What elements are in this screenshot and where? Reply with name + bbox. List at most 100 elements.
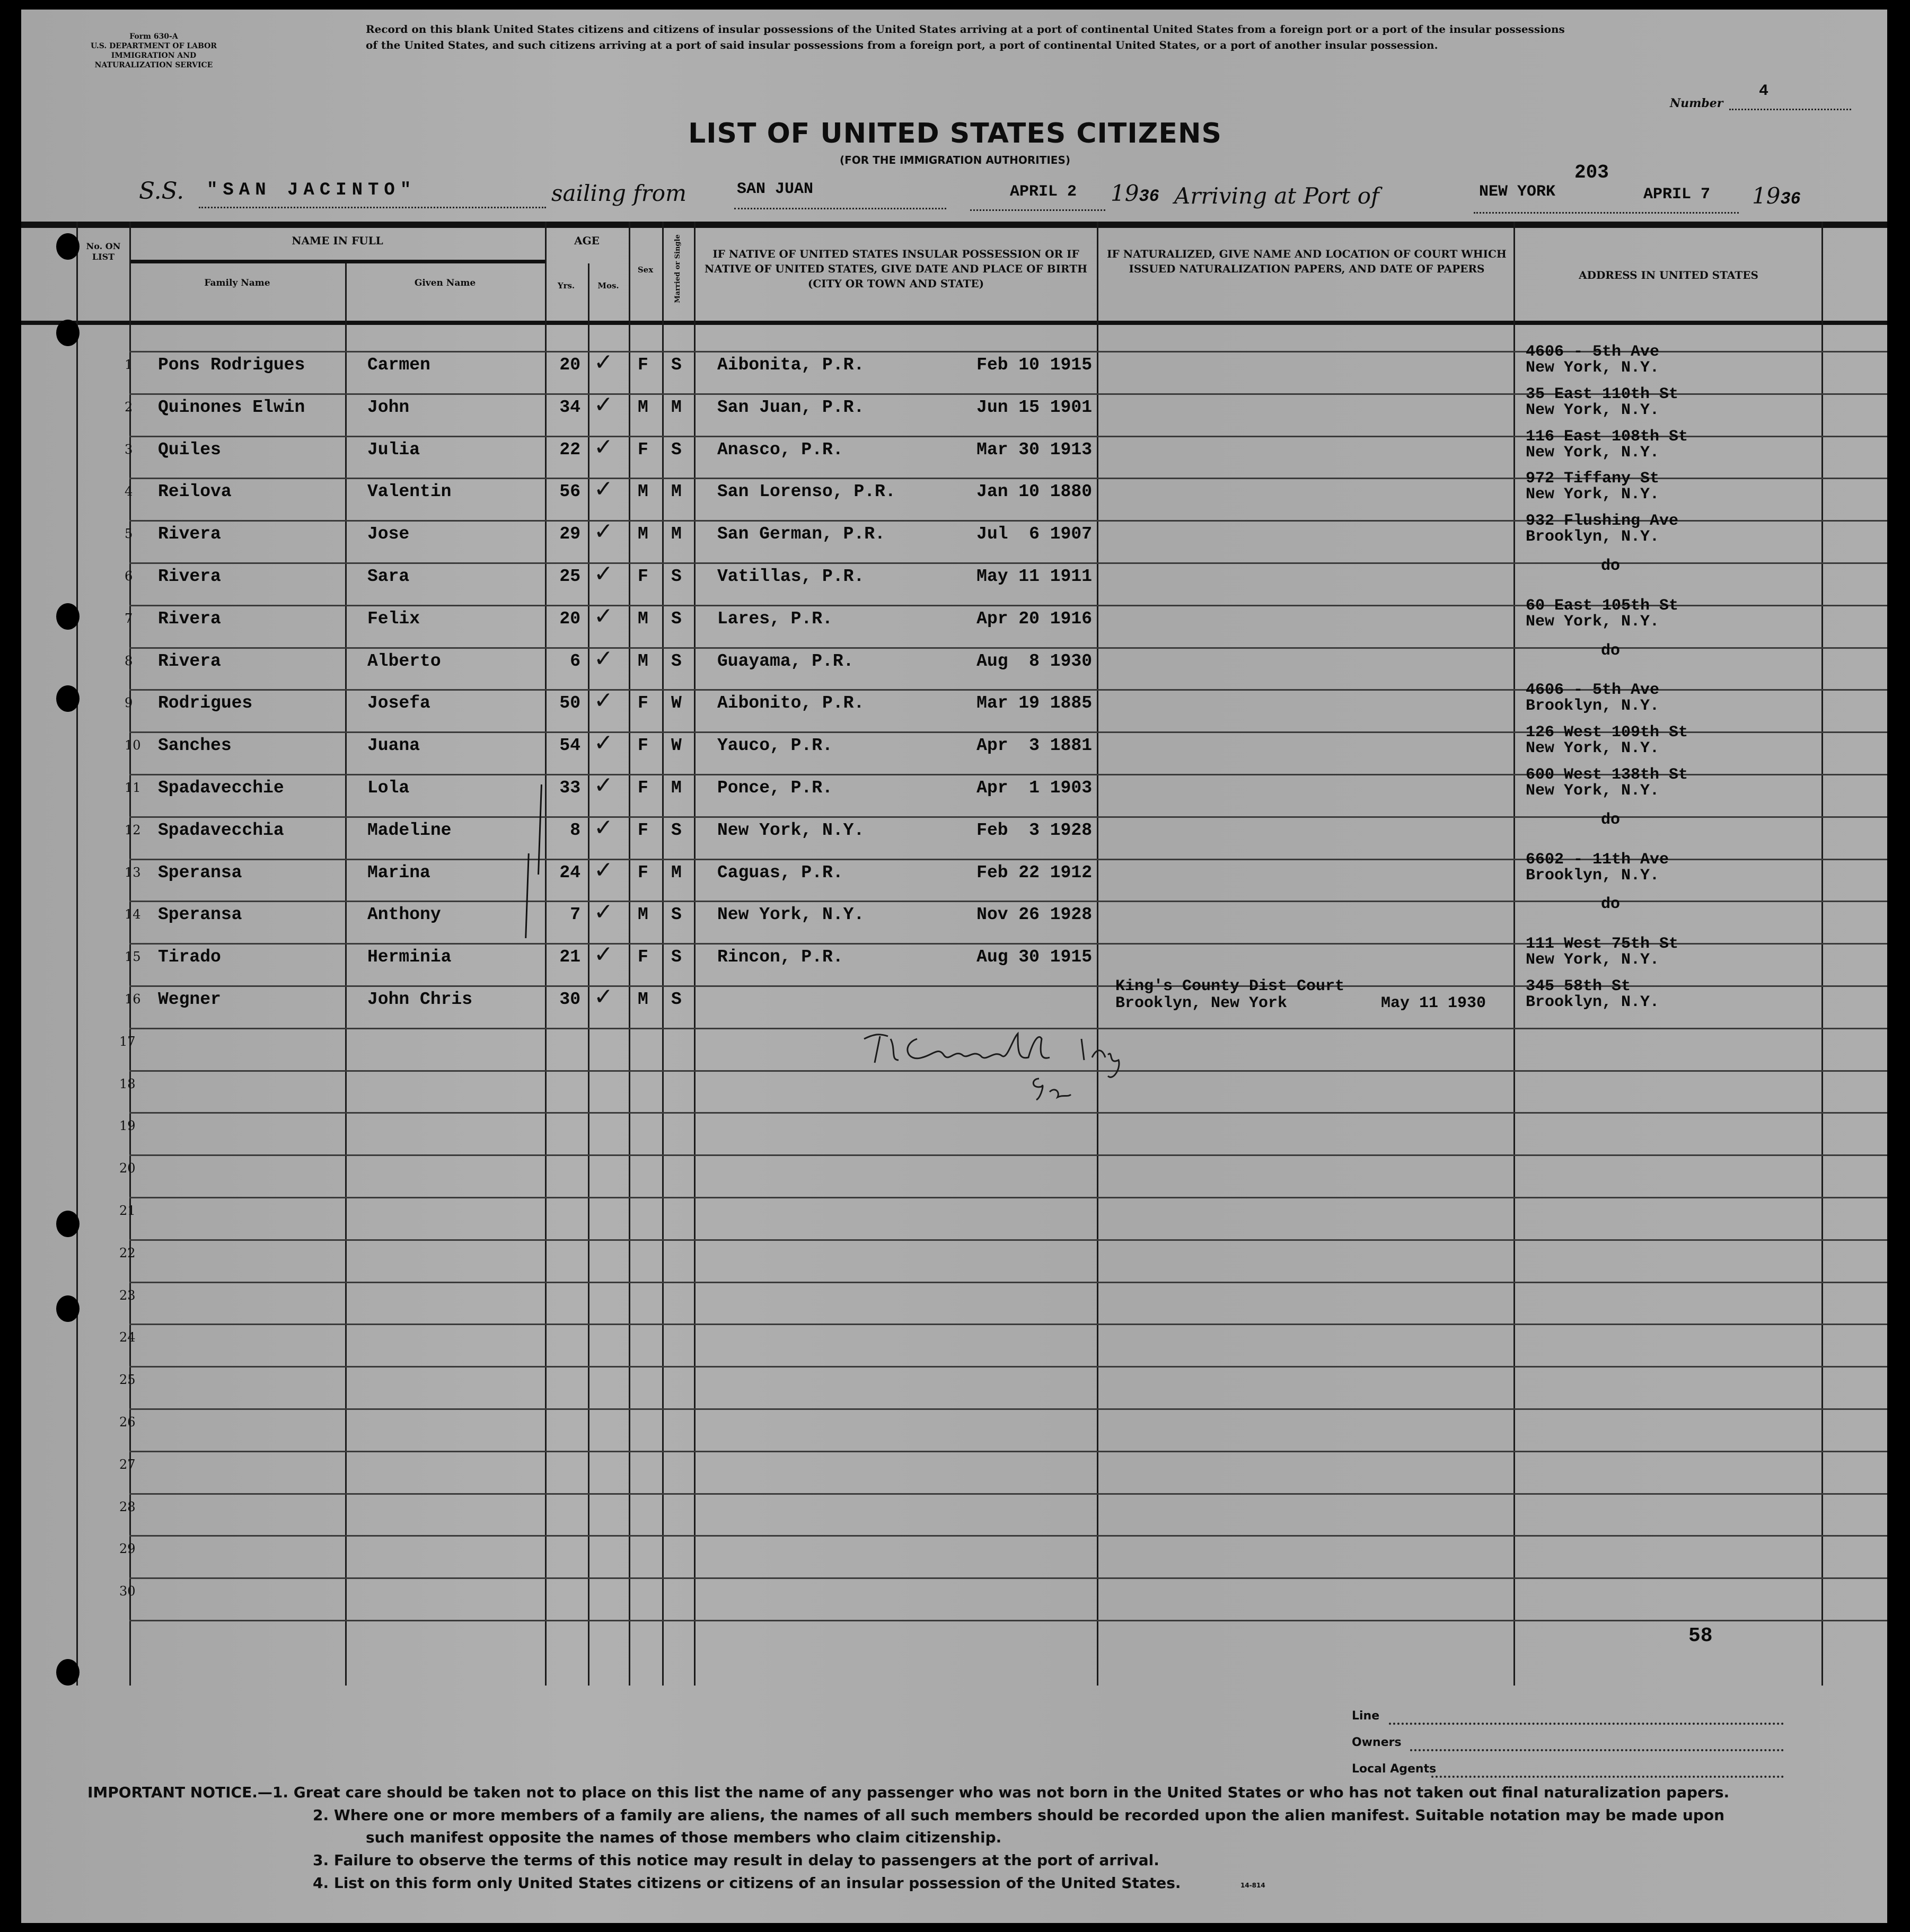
header-birth: IF NATIVE OF UNITED STATES INSULAR POSSE… bbox=[705, 248, 1087, 290]
given-name: Valentin bbox=[367, 482, 452, 501]
sex: M bbox=[638, 482, 648, 501]
address-line-1: 35 East 110th St bbox=[1526, 385, 1679, 403]
birth-place: Caguas, P.R. bbox=[717, 863, 843, 883]
punch-hole bbox=[56, 603, 80, 630]
marital-status: S bbox=[671, 651, 682, 671]
column-divider bbox=[129, 222, 131, 1686]
table-row: 13 Speransa Marina 24 ✓ F M Caguas, P.R. Feb 22 … bbox=[125, 851, 1669, 885]
birth-place: San Juan, P.R. bbox=[717, 398, 865, 417]
check-mark-icon: ✓ bbox=[594, 898, 613, 925]
check-mark-icon: ✓ bbox=[594, 391, 613, 418]
sex: F bbox=[638, 355, 648, 375]
birth-place: Vatillas, P.R. bbox=[717, 567, 865, 586]
table-row: 6 Rivera Sara 25 ✓ F S Vatillas, P.R. May 11 191… bbox=[125, 557, 1621, 587]
number-label: Number bbox=[1670, 96, 1723, 110]
table-row: 1 Pons Rodrigues Carmen 20 ✓ F S Aibonita, P.R.… bbox=[125, 343, 1660, 377]
sex: F bbox=[638, 821, 648, 840]
table-row: 14 Speransa Anthony 7 ✓ M S New York, N.Y. Nov 2… bbox=[125, 895, 1621, 925]
sex: F bbox=[638, 693, 648, 713]
birth-place: Ponce, P.R. bbox=[717, 778, 833, 798]
birth-date: Apr 1 1903 bbox=[976, 778, 1092, 798]
check-mark-icon: ✓ bbox=[594, 687, 613, 714]
row-number: 20 bbox=[119, 1161, 136, 1176]
row-number: 30 bbox=[119, 1584, 136, 1599]
given-name: Jose bbox=[367, 524, 410, 544]
row-number: 24 bbox=[119, 1330, 136, 1345]
table-row: 2 Quinones Elwin John 34 ✓ M M San Juan, P.R. Ju… bbox=[125, 385, 1679, 419]
depart-date: APRIL 2 bbox=[1010, 183, 1077, 201]
court-location: Brooklyn, New York bbox=[1115, 994, 1288, 1012]
row-number: 23 bbox=[119, 1288, 136, 1303]
address-line-2: New York, N.Y. bbox=[1526, 444, 1660, 462]
age-years: 56 bbox=[559, 482, 580, 501]
ss-label: S.S. bbox=[139, 178, 184, 205]
given-name: Anthony bbox=[367, 905, 441, 924]
row-rule bbox=[129, 520, 1887, 522]
row-rule bbox=[129, 351, 1887, 352]
address-ditto: do bbox=[1601, 811, 1621, 829]
row-rule bbox=[129, 1535, 1887, 1537]
header-naturalized: IF NATURALIZED, GIVE NAME AND LOCATION O… bbox=[1107, 248, 1507, 275]
family-name: Rivera bbox=[158, 609, 221, 629]
age-years: 24 bbox=[559, 863, 580, 883]
family-name: Speransa bbox=[158, 905, 242, 924]
inspector-signature bbox=[864, 1031, 1120, 1101]
marital-status: S bbox=[671, 440, 682, 460]
punch-hole bbox=[56, 1659, 80, 1686]
address-line-2: New York, N.Y. bbox=[1526, 359, 1660, 377]
marital-status: M bbox=[671, 863, 682, 883]
family-name: Pons Rodrigues bbox=[158, 355, 305, 375]
header-name-in-full: NAME IN FULL bbox=[292, 234, 383, 247]
header-yrs: Yrs. bbox=[557, 281, 575, 290]
column-divider bbox=[1513, 222, 1515, 1686]
birth-place: Aibonita, P.R. bbox=[717, 355, 865, 375]
age-years: 34 bbox=[559, 398, 580, 417]
check-mark-icon: ✓ bbox=[594, 814, 613, 841]
punch-hole bbox=[56, 1211, 80, 1237]
form-id: Form 630-A U.S. DEPARTMENT OF LABOR IMMI… bbox=[80, 32, 228, 70]
local-agents-label: Local Agents bbox=[1352, 1762, 1437, 1776]
address-line-2: New York, N.Y. bbox=[1526, 613, 1660, 631]
row-rule bbox=[129, 1154, 1887, 1156]
birth-place: New York, N.Y. bbox=[717, 905, 865, 924]
age-years: 20 bbox=[559, 609, 580, 629]
row-rule bbox=[129, 1577, 1887, 1579]
row-number: 28 bbox=[119, 1499, 136, 1514]
column-divider bbox=[1097, 222, 1098, 1686]
page-title: LIST OF UNITED STATES CITIZENS bbox=[688, 118, 1222, 149]
address-line-1: 4606 - 5th Ave bbox=[1526, 681, 1660, 699]
birth-place: Lares, P.R. bbox=[717, 609, 833, 629]
table-row: 12 Spadavecchia Madeline 8 ✓ F S New York, N.Y.… bbox=[125, 811, 1621, 841]
given-name: Carmen bbox=[367, 355, 430, 375]
name-rule bbox=[129, 260, 545, 263]
age-years: 54 bbox=[559, 736, 580, 755]
arrival-year-suffix: 36 bbox=[1780, 189, 1801, 209]
address-line-2: Brooklyn, N.Y. bbox=[1526, 697, 1660, 715]
header-age: AGE bbox=[574, 234, 600, 247]
check-mark-icon: ✓ bbox=[594, 560, 613, 587]
birth-date: Feb 10 1915 bbox=[976, 355, 1092, 375]
given-name: Herminia bbox=[367, 947, 452, 967]
paper bbox=[21, 10, 1887, 1923]
family-name: Sanches bbox=[158, 736, 232, 755]
header-bottom-rule bbox=[21, 321, 1887, 325]
family-name: Speransa bbox=[158, 863, 242, 883]
address-line-1: 4606 - 5th Ave bbox=[1526, 343, 1660, 361]
family-name: Rivera bbox=[158, 651, 221, 671]
row-rule bbox=[129, 1451, 1887, 1452]
age-years: 21 bbox=[559, 947, 580, 967]
row-rule bbox=[129, 393, 1887, 395]
marital-status: M bbox=[671, 482, 682, 501]
marital-status: M bbox=[671, 778, 682, 798]
family-name: Quiles bbox=[158, 440, 221, 460]
given-name: Alberto bbox=[367, 651, 441, 671]
punch-hole bbox=[56, 233, 80, 260]
instructions: Record on this blank United States citiz… bbox=[366, 23, 1565, 51]
page-subtitle: (FOR THE IMMIGRATION AUTHORITIES) bbox=[839, 154, 1070, 166]
age-years: 22 bbox=[559, 440, 580, 460]
given-name: Juana bbox=[367, 736, 420, 755]
row-rule bbox=[129, 1282, 1887, 1283]
birth-date: Jan 10 1880 bbox=[976, 482, 1092, 501]
marital-status: W bbox=[671, 693, 682, 713]
